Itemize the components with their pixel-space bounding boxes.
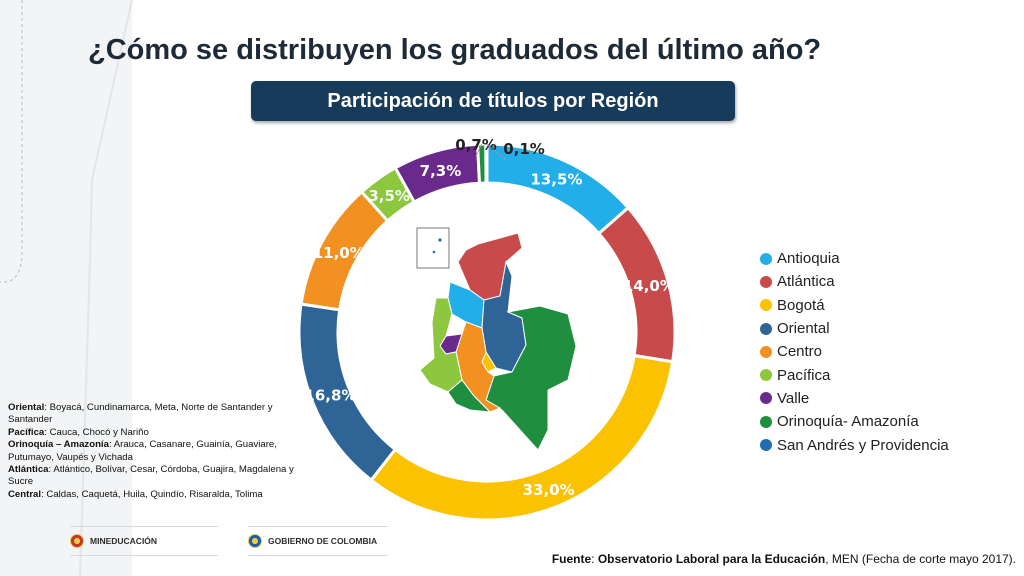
legend-swatch	[760, 345, 772, 358]
map-island-providencia	[432, 250, 436, 254]
note-label: Atlántica	[8, 464, 49, 476]
legend-swatch	[760, 322, 772, 335]
slice-label-centro: 11,0%	[313, 244, 365, 262]
note-text: : Atlántico, Bolívar, Cesar, Córdoba, Gu…	[8, 464, 294, 488]
source-label: Fuente	[551, 552, 592, 566]
legend-swatch	[760, 299, 772, 312]
note-atlantica: Atlántica: Atlántico, Bolívar, Cesar, Có…	[8, 464, 298, 489]
slice-label-atlantica: 14,0%	[623, 277, 675, 295]
map-region-orinoquia	[485, 305, 577, 451]
mineducacion-logo: MINEDUCACIÓN	[70, 526, 218, 556]
slice-label-valle: 7,3%	[420, 162, 462, 180]
note-label: Central	[8, 488, 42, 500]
colombia-map	[416, 227, 577, 451]
chart-banner: Participación de títulos por Región	[251, 81, 735, 121]
legend-label: Atlántica	[777, 273, 835, 291]
legend-swatch	[760, 392, 772, 405]
slice-label-pacifica: 3,5%	[368, 187, 410, 205]
slice-label-bogota: 33,0%	[523, 481, 575, 499]
colombia-seal-icon	[70, 534, 84, 548]
legend-swatch	[760, 415, 772, 428]
source-note: Fuente: Observatorio Laboral para la Edu…	[552, 552, 1016, 566]
legend-item-san-andres-y-providencia: San Andrés y Providencia	[760, 433, 949, 456]
legend-label: Orinoquía- Amazonía	[777, 413, 919, 431]
page-title: ¿Cómo se distribuyen los graduados del ú…	[88, 34, 822, 66]
note-label: Oriental	[8, 402, 45, 413]
note-pacifica: Pacífica: Cauca, Chocó y Nariño	[8, 427, 298, 439]
legend-label: Centro	[777, 343, 823, 361]
legend-label: Valle	[777, 389, 810, 407]
note-text: : Boyacá, Cundinamarca, Meta, Norte de S…	[8, 402, 273, 426]
legend-label: Pacífica	[777, 366, 831, 384]
legend-item-valle: Valle	[760, 387, 949, 410]
map-island-san-andres	[438, 238, 442, 242]
source-suffix: , MEN (Fecha de corte mayo 2017).	[825, 552, 1016, 566]
legend-label: Oriental	[777, 320, 830, 338]
colombia-seal-icon	[248, 534, 262, 548]
slice-label-san-andres-y-providencia: 0,1%	[503, 140, 545, 158]
legend-label: Bogotá	[777, 296, 825, 314]
note-label: Orinoquía – Amazonía	[8, 439, 109, 451]
slice-labels: 13,5% 14,0% 33,0% 16,8% 11,0% 3,5% 7,3% 0,7% 0,1…	[304, 136, 674, 499]
gobierno-logo-text: GOBIERNO DE COLOMBIA	[268, 536, 378, 546]
slice-label-antioquia: 13,5%	[530, 170, 582, 188]
leader-line-san-andres-y-providencia	[486, 143, 507, 161]
note-label: Pacífica	[8, 426, 45, 438]
note-central: Central: Caldas, Caquetá, Huila, Quindío…	[8, 489, 298, 501]
source-prefix: :	[591, 552, 598, 566]
map-inset-frame	[416, 227, 450, 269]
legend-swatch	[760, 275, 772, 288]
legend-swatch	[760, 369, 772, 382]
slice-label-orinoquia-amazonia: 0,7%	[455, 136, 497, 154]
donut-slices	[297, 142, 677, 522]
legend-swatch	[760, 252, 772, 265]
legend-item-atlantica: Atlántica	[760, 270, 949, 293]
note-text: : Cauca, Chocó y Nariño	[44, 426, 149, 438]
legend-swatch	[760, 439, 772, 452]
map-region-orinoquia-south	[447, 379, 492, 413]
source-org: Observatorio Laboral para la Educación	[597, 552, 826, 566]
note-orinoquia-amazonia: Orinoquía – Amazonía: Arauca, Casanare, …	[8, 439, 298, 464]
note-text: : Arauca, Casanare, Guainía, Guaviare, P…	[8, 439, 277, 463]
map-region-pacifica	[419, 297, 463, 393]
chart-legend: Antioquia Atlántica Bogotá Oriental Centro Pa…	[760, 247, 949, 457]
legend-item-bogota: Bogotá	[760, 294, 949, 317]
logo-bar: MINEDUCACIÓN GOBIERNO DE COLOMBIA	[70, 526, 388, 556]
slice-label-oriental: 16,8%	[304, 386, 356, 404]
legend-label: Antioquia	[777, 250, 840, 268]
note-oriental: Oriental: Boyacá, Cundinamarca, Meta, No…	[8, 402, 298, 427]
legend-item-orinoquia-amazonia: Orinoquía- Amazonía	[760, 410, 949, 433]
slice-san-andres-y-providencia	[484, 142, 489, 185]
mineducacion-logo-text: MINEDUCACIÓN	[90, 536, 158, 546]
gobierno-logo: GOBIERNO DE COLOMBIA	[248, 526, 388, 556]
legend-item-oriental: Oriental	[760, 317, 949, 340]
note-text: : Caldas, Caquetá, Huila, Quindío, Risar…	[41, 488, 263, 500]
legend-item-pacifica: Pacífica	[760, 363, 949, 386]
leader-line-orinoquia-amazonia	[475, 143, 483, 157]
legend-label: San Andrés y Providencia	[777, 436, 949, 454]
region-notes: Oriental: Boyacá, Cundinamarca, Meta, No…	[8, 402, 298, 501]
legend-item-centro: Centro	[760, 340, 949, 363]
legend-item-antioquia: Antioquia	[760, 247, 949, 270]
